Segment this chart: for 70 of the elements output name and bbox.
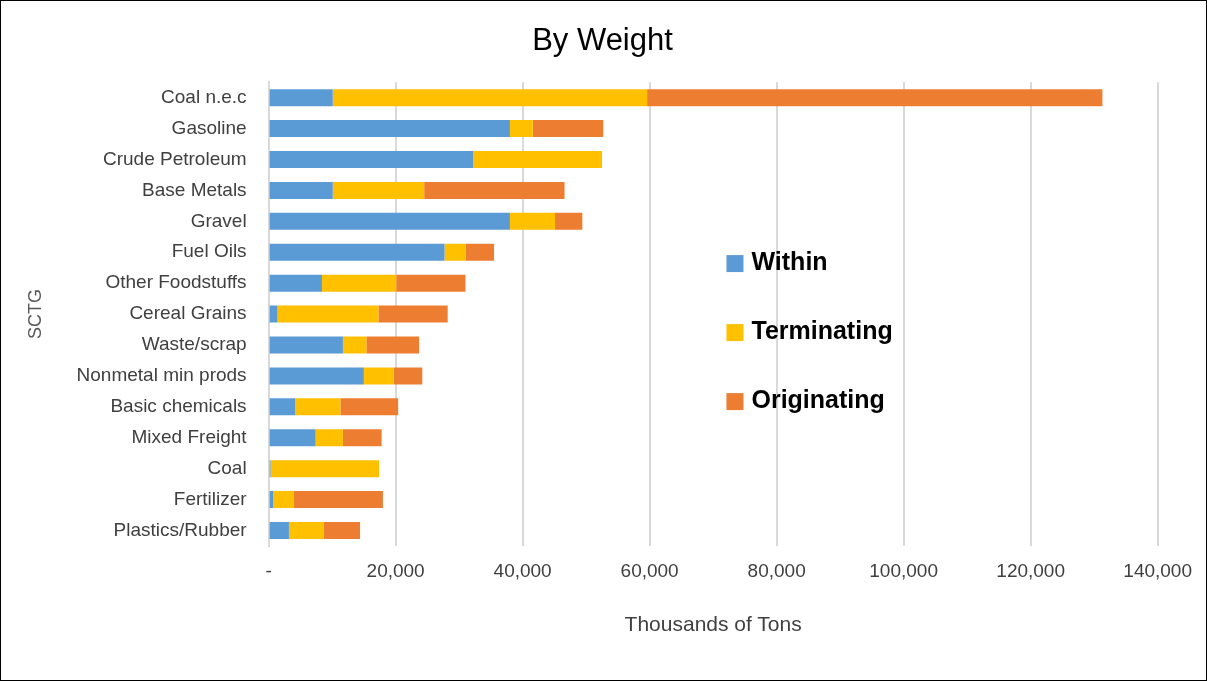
x-axis-title: Thousands of Tons bbox=[624, 612, 802, 636]
bar bbox=[363, 367, 394, 385]
bar bbox=[295, 398, 341, 416]
bar bbox=[294, 491, 383, 509]
bar bbox=[465, 243, 495, 261]
y-tick-label: Gravel bbox=[190, 209, 247, 231]
bar bbox=[321, 274, 397, 292]
bar bbox=[269, 336, 343, 354]
bar bbox=[277, 305, 379, 323]
bar bbox=[273, 491, 295, 509]
bar bbox=[378, 305, 448, 323]
y-axis-title: SCTG bbox=[24, 289, 45, 340]
chart-title: By Weight bbox=[532, 22, 674, 58]
bar bbox=[269, 367, 364, 385]
y-tick-label: Other Foodstuffs bbox=[105, 271, 247, 293]
bar bbox=[269, 212, 510, 230]
bar bbox=[332, 89, 648, 107]
bar bbox=[269, 120, 510, 138]
y-tick-label: Coal n.e.c bbox=[161, 85, 247, 107]
x-tick-label: 20,000 bbox=[366, 559, 425, 581]
bar bbox=[269, 243, 445, 261]
x-tick-label: 140,000 bbox=[1123, 559, 1192, 581]
x-tick-label: 60,000 bbox=[620, 559, 679, 581]
bar bbox=[340, 398, 399, 416]
y-tick-label: Basic chemicals bbox=[110, 395, 247, 417]
x-tick-label: - bbox=[265, 559, 272, 581]
legend-label: Within bbox=[751, 246, 828, 275]
x-tick-label: 80,000 bbox=[747, 559, 806, 581]
bar bbox=[269, 274, 322, 292]
bar bbox=[444, 243, 466, 261]
legend-label: Originating bbox=[751, 384, 885, 413]
bar bbox=[366, 336, 420, 354]
bar bbox=[532, 120, 604, 138]
bar bbox=[647, 89, 1103, 107]
bar bbox=[323, 522, 361, 540]
y-tick-label: Cereal Grains bbox=[129, 302, 247, 324]
bar bbox=[473, 151, 603, 168]
y-tick-label: Coal bbox=[207, 456, 247, 478]
bar bbox=[342, 429, 382, 447]
bar bbox=[555, 212, 583, 230]
bar bbox=[424, 181, 565, 199]
bar bbox=[315, 429, 343, 447]
bar bbox=[269, 398, 296, 416]
bar bbox=[396, 274, 466, 292]
y-tick-label: Fertilizer bbox=[173, 487, 248, 509]
y-tick-label: Fuel Oils bbox=[171, 240, 247, 262]
y-tick-label: Mixed Freight bbox=[131, 426, 248, 448]
y-tick-label: Plastics/Rubber bbox=[113, 518, 248, 540]
bar bbox=[288, 522, 324, 540]
bar bbox=[332, 181, 425, 199]
y-tick-label: Base Metals bbox=[142, 178, 247, 200]
bar bbox=[269, 305, 278, 323]
bar bbox=[269, 89, 333, 107]
bar bbox=[269, 151, 474, 168]
bar bbox=[269, 429, 316, 447]
bar bbox=[270, 460, 380, 478]
legend-label: Terminating bbox=[751, 315, 893, 344]
bar bbox=[269, 181, 333, 199]
bar bbox=[393, 367, 423, 385]
bar bbox=[269, 522, 289, 540]
bar bbox=[509, 212, 556, 230]
x-tick-label: 120,000 bbox=[996, 559, 1065, 581]
bar bbox=[509, 120, 533, 138]
y-tick-label: Gasoline bbox=[171, 116, 247, 138]
y-tick-label: Nonmetal min prods bbox=[76, 364, 247, 386]
x-tick-label: 100,000 bbox=[869, 559, 938, 581]
y-tick-label: Waste/scrap bbox=[141, 333, 247, 355]
x-tick-label: 40,000 bbox=[493, 559, 552, 581]
y-tick-label: Crude Petroleum bbox=[102, 147, 247, 169]
bar bbox=[342, 336, 367, 354]
